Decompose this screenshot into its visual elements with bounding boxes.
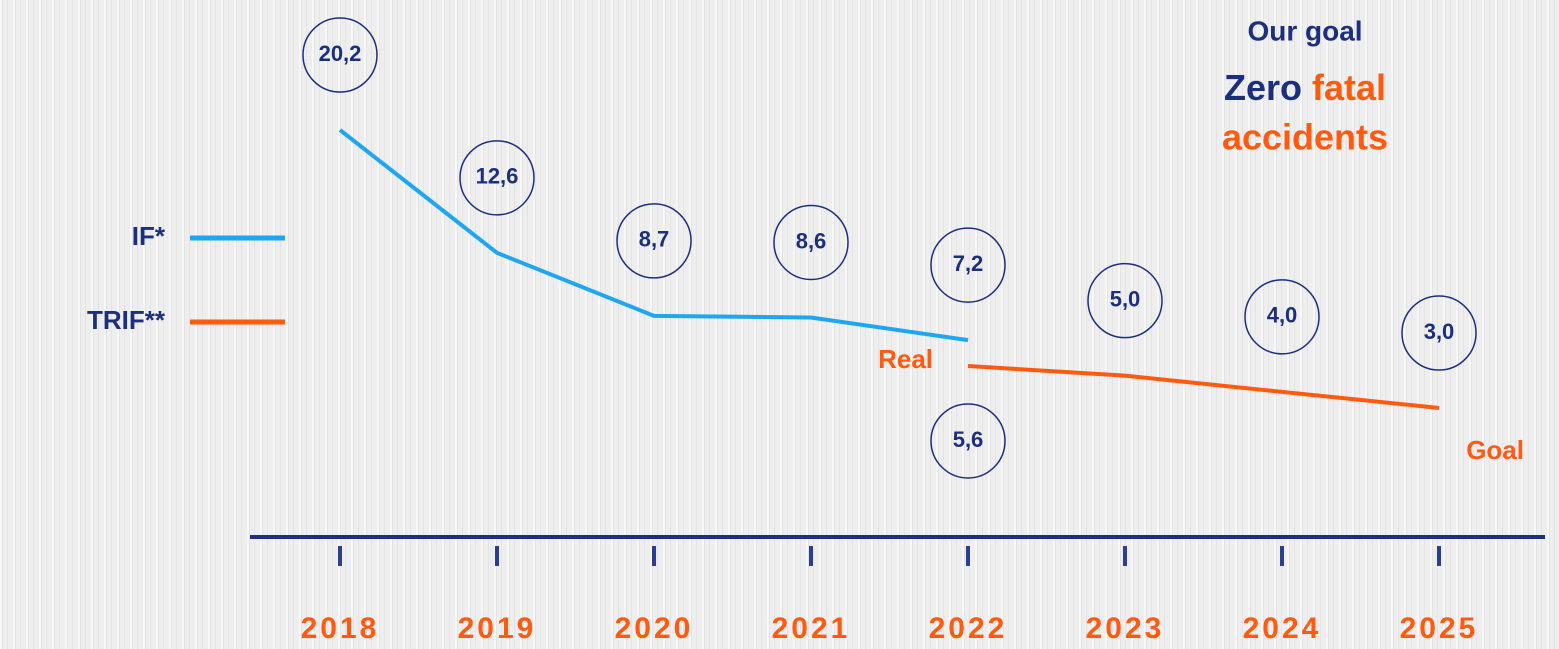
x-tick-label: 2024: [1243, 612, 1322, 645]
value-bubble: [1244, 279, 1320, 355]
title-line: Our goal: [1247, 15, 1362, 46]
value-label: 7,2: [953, 251, 984, 276]
value-bubble: [302, 17, 378, 93]
legend-label: IF*: [132, 221, 166, 251]
value-label: 5,0: [1110, 286, 1141, 311]
x-tick-label: 2018: [301, 612, 380, 645]
value-label: 5,6: [953, 427, 984, 452]
value-label: 20,2: [319, 41, 362, 66]
value-bubble: [1087, 262, 1163, 339]
value-label: 12,6: [476, 164, 519, 189]
value-bubble: [930, 403, 1006, 479]
value-label: 8,7: [639, 227, 670, 252]
value-label: 4,0: [1267, 303, 1298, 328]
title-word: fatal: [1312, 67, 1386, 108]
value-bubble: [773, 204, 849, 281]
legend-label: TRIF**: [87, 305, 166, 335]
series-line: [338, 128, 969, 343]
value-bubble: [1401, 295, 1477, 371]
x-tick-label: 2021: [772, 612, 851, 645]
value-label: 8,6: [796, 228, 827, 253]
x-tick-label: 2020: [615, 612, 694, 645]
annotation: Real: [878, 344, 933, 374]
series-line: [967, 363, 1440, 410]
x-tick-label: 2023: [1086, 612, 1165, 645]
x-tick-label: 2022: [929, 612, 1008, 645]
title-line: Zero fatal: [1224, 67, 1386, 108]
value-bubble: [616, 203, 692, 279]
title-word: Zero: [1224, 67, 1302, 108]
value-bubble: [459, 140, 535, 216]
value-label: 3,0: [1424, 319, 1455, 344]
x-tick-label: 2019: [458, 612, 537, 645]
value-bubble: [930, 227, 1006, 303]
title-line: accidents: [1222, 117, 1388, 158]
x-tick-label: 2025: [1400, 612, 1479, 645]
annotation: Goal: [1466, 435, 1524, 465]
